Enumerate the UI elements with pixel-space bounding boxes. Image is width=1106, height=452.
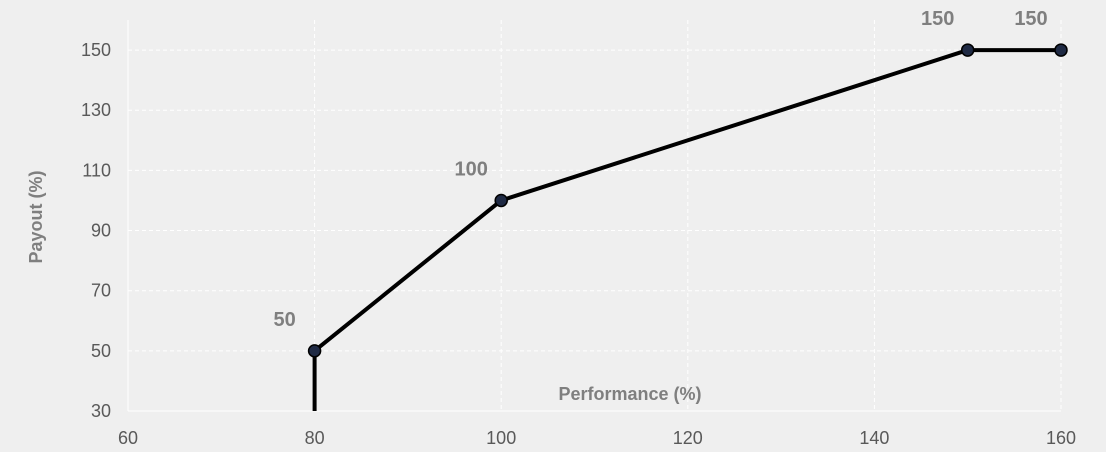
y-tick-label: 110 <box>82 160 111 180</box>
data-labels: 50 100 150 150 <box>273 8 1047 331</box>
x-tick-label: 160 <box>1046 428 1076 448</box>
x-tick-label: 80 <box>305 428 325 448</box>
data-label: 100 <box>455 158 488 180</box>
x-tick-label: 100 <box>486 428 516 448</box>
x-tick-label: 140 <box>859 428 889 448</box>
y-tick-label: 50 <box>91 341 111 361</box>
x-axis-title: Performance (%) <box>558 384 701 404</box>
x-tick-label: 60 <box>118 428 138 448</box>
data-label: 50 <box>273 309 295 331</box>
grid-lines <box>128 20 1062 411</box>
y-tick-label: 70 <box>91 281 111 301</box>
y-axis-title: Payout (%) <box>26 170 46 263</box>
data-label: 150 <box>1014 8 1047 30</box>
data-point-marker <box>1054 43 1068 57</box>
data-point-marker <box>494 193 508 208</box>
x-tick-label: 120 <box>673 428 703 448</box>
y-tick-label: 90 <box>91 221 111 241</box>
y-tick-label: 130 <box>81 100 111 120</box>
series-markers <box>307 43 1068 358</box>
axes: 60 80 100 120 140 160 30 50 70 90 110 130 150 <box>81 20 1076 448</box>
y-tick-label: 150 <box>81 40 111 60</box>
data-point-marker <box>960 43 975 57</box>
data-point-marker <box>307 344 322 358</box>
y-tick-label: 30 <box>91 401 111 421</box>
data-label: 150 <box>921 8 954 30</box>
